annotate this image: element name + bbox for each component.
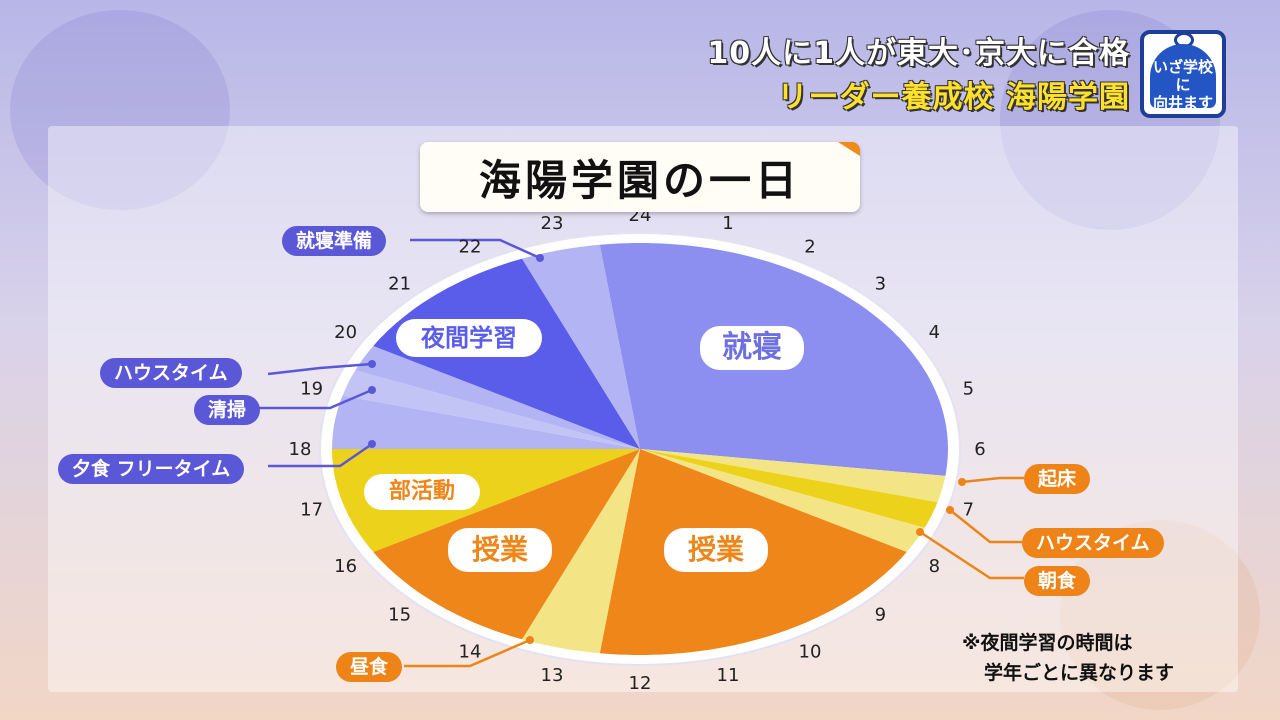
segment-label-jugyou-left: 授業 — [448, 528, 552, 572]
chart-title-box: 海陽学園の一日 — [420, 142, 860, 212]
hour-tick-6: 6 — [974, 439, 985, 460]
callout-leader-dot-7 — [526, 636, 534, 644]
hour-tick-11: 11 — [717, 665, 740, 686]
hour-tick-15: 15 — [388, 605, 411, 626]
pie-slice-3 — [640, 449, 925, 552]
footnote: ※夜間学習の時間は 学年ごとに異なります — [962, 628, 1174, 688]
callout-leader-dot-5 — [946, 506, 954, 514]
callout-leader-line-1 — [267, 362, 373, 376]
callout-leader-line-0 — [410, 238, 541, 260]
header-line-1: 10人に1人が東大･京大に合格 — [707, 36, 1130, 71]
callout-leader-line-7 — [404, 638, 531, 668]
callout-yuushoku-free-time: 夕食 フリータイム — [58, 454, 245, 484]
hour-tick-16: 16 — [334, 556, 357, 577]
callout-leader-dot-2 — [368, 386, 376, 394]
callout-leader-dot-6 — [916, 528, 924, 536]
callout-leader-line-3 — [268, 442, 373, 468]
hour-tick-1: 1 — [722, 213, 733, 234]
hour-tick-19: 19 — [300, 378, 323, 399]
callout-leader-line-6 — [919, 530, 1024, 580]
callout-house-time-morning: ハウスタイム — [1022, 528, 1164, 558]
hour-tick-23: 23 — [541, 213, 564, 234]
hour-tick-20: 20 — [334, 322, 357, 343]
segment-label-shushin: 就寝 — [700, 326, 804, 370]
callout-leader-line-5 — [949, 509, 1022, 544]
callout-leader-dot-3 — [368, 440, 376, 448]
chart-title: 海陽学園の一日 — [478, 155, 801, 205]
callout-shushin-junbi: 就寝準備 — [282, 226, 387, 256]
title-corner-accent — [838, 142, 860, 156]
pie-slice-2 — [640, 449, 938, 528]
hour-tick-5: 5 — [963, 378, 974, 399]
callout-house-time-evening: ハウスタイム — [100, 358, 242, 388]
hour-tick-18: 18 — [289, 439, 312, 460]
hour-tick-4: 4 — [929, 322, 940, 343]
logo-text-2: 向井ます — [1152, 94, 1213, 112]
hour-tick-8: 8 — [929, 556, 940, 577]
footnote-line-2: 学年ごとに異なります — [984, 662, 1175, 684]
hour-tick-17: 17 — [300, 500, 323, 521]
callout-leader-line-4 — [961, 476, 1024, 484]
pie-slice-10 — [355, 346, 640, 449]
segment-label-yakan: 夜間学習 — [396, 319, 542, 357]
hour-tick-12: 12 — [629, 673, 652, 694]
segment-label-bukatsu: 部活動 — [364, 474, 480, 510]
callout-leader-dot-4 — [958, 478, 966, 486]
callout-choushoku: 朝食 — [1024, 566, 1091, 596]
pie-slice-1 — [640, 449, 946, 503]
pie-slice-9 — [342, 370, 640, 449]
hour-tick-22: 22 — [459, 236, 482, 257]
callout-kishou: 起床 — [1024, 464, 1091, 494]
hour-tick-21: 21 — [388, 274, 411, 295]
hour-tick-9: 9 — [875, 605, 886, 626]
segment-label-jugyou-right: 授業 — [664, 528, 768, 572]
callout-leader-dot-1 — [368, 360, 376, 368]
callout-seisou: 清掃 — [194, 395, 261, 425]
callout-leader-line-2 — [258, 388, 373, 410]
hour-tick-7: 7 — [963, 500, 974, 521]
pie-slice-12 — [522, 244, 640, 449]
hour-tick-3: 3 — [875, 274, 886, 295]
logo-text-1: いざ学校に — [1152, 58, 1213, 94]
background-decoration — [10, 10, 230, 210]
pie-slice-5 — [522, 449, 640, 654]
program-logo: いざ学校に 向井ます — [1140, 30, 1226, 118]
hour-tick-10: 10 — [799, 642, 822, 663]
hour-tick-13: 13 — [541, 665, 564, 686]
callout-leader-dot-0 — [536, 254, 544, 262]
header-line-2: リーダー養成校 海陽学園 — [777, 80, 1130, 115]
footnote-line-1: ※夜間学習の時間は — [962, 632, 1133, 654]
hour-tick-14: 14 — [459, 642, 482, 663]
pie-slice-8 — [332, 395, 640, 449]
hour-tick-2: 2 — [804, 236, 815, 257]
callout-chuushoku: 昼食 — [336, 652, 403, 682]
